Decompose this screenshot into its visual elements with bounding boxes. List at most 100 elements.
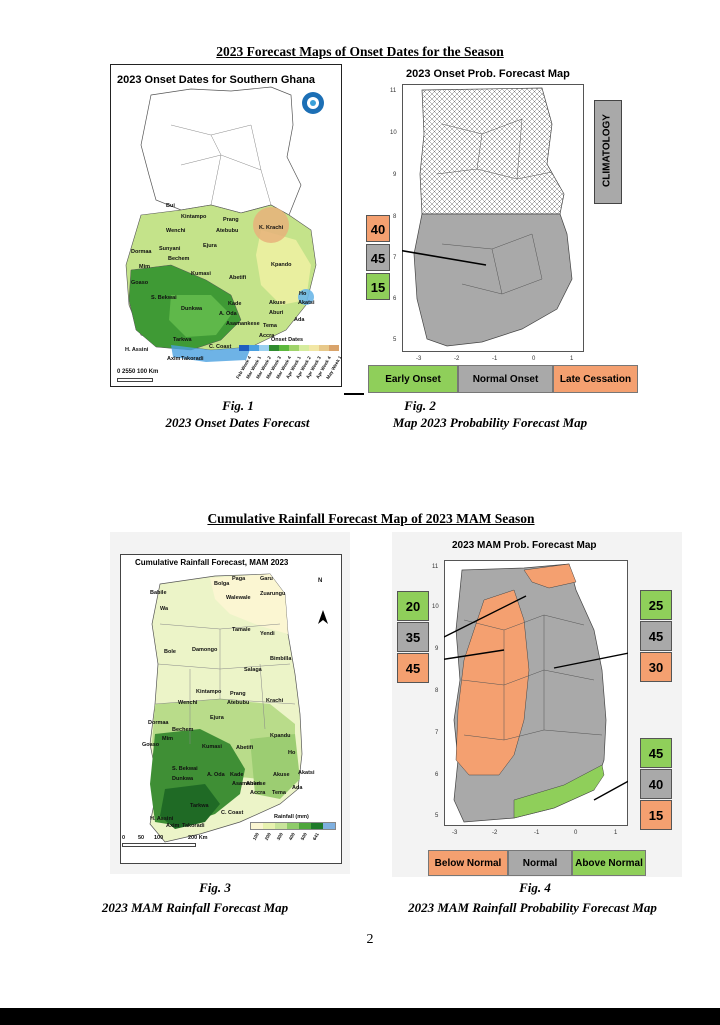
fig4-left-prob-above: 20 (397, 591, 429, 621)
fig2-map-svg (402, 87, 573, 347)
fig1-legend-swatch (319, 345, 329, 351)
fig3-label: Accra (250, 790, 266, 796)
fig2-legend-late: Late Cessation (553, 365, 638, 393)
fig4-coast-green (513, 764, 605, 819)
fig3-map-svg (149, 573, 328, 843)
fig1-legend-swatch (309, 345, 319, 351)
fig2-ytick: 10 (390, 130, 397, 136)
fig1-label: Kintampo (181, 214, 207, 220)
fig3-legend-swatch (323, 823, 335, 829)
fig4-ytick: 7 (435, 730, 439, 736)
fig3-label: Akuse (273, 772, 290, 778)
fig3-darkest (160, 784, 220, 829)
fig1-label: Ada (294, 317, 305, 323)
fig3-label: S. Bekwai (172, 766, 198, 772)
fig3-label: Bimbilla (270, 656, 292, 662)
fig3-north-arrow (318, 610, 328, 624)
fig1-label: Dunkwa (181, 306, 203, 312)
fig1-label: Asamankese (226, 321, 260, 327)
fig1-label: H. Assini (125, 347, 149, 353)
fig1-legend-labels: Feb Week 4 Mar Week 1 Mar Week 2 Mar Wee… (229, 353, 343, 385)
fig1-legend-swatch (279, 345, 289, 351)
fig3-label: Bole (164, 649, 176, 655)
fig3-label: Ejura (210, 715, 224, 721)
fig3-caption: 2023 MAM Rainfall Forecast Map (101, 900, 289, 915)
fig1-label: Atebubu (216, 228, 239, 234)
section1-heading: 2023 Forecast Maps of Onset Dates for th… (216, 44, 504, 59)
fig1-legend-swatch (249, 345, 259, 351)
fig4-caption: 2023 MAM Rainfall Probability Forecast M… (408, 900, 657, 915)
fig3-label: Zuarungu (260, 591, 286, 597)
fig3-label: Aburi (246, 781, 261, 787)
fig2-south-region (413, 213, 573, 347)
fig1-legend-swatch (329, 345, 339, 351)
fig1-ho-marker (298, 289, 314, 305)
fig3-label: Bechem (172, 727, 194, 733)
fig1-label: Ho (299, 291, 307, 297)
fig3-label: Dormaa (148, 720, 169, 726)
fig1-label: Takoradi (181, 356, 204, 362)
fig2-title: 2023 Onset Prob. Forecast Map (406, 68, 570, 80)
fig4-northeast-orange (523, 563, 577, 589)
fig1-north-districts (170, 124, 272, 206)
fig3-label: Yendi (260, 631, 275, 637)
fig1-legend-swatch (289, 345, 299, 351)
fig4-rightbottom-prob-above: 45 (640, 738, 672, 768)
fig4-legend-below: Below Normal (428, 850, 508, 876)
fig4-xtick: -2 (492, 830, 498, 836)
fig3-label: A. Oda (207, 772, 225, 778)
fig4-map-svg (444, 563, 628, 823)
fig2-climatology-label: CLIMATOLOGY (601, 114, 613, 187)
fig4-pointer-right-bottom (593, 780, 628, 801)
fig2-ytick: 6 (393, 296, 397, 302)
fig1-label: Ejura (203, 243, 217, 249)
fig1-label: Kumasi (191, 271, 211, 277)
fig3-label: Kumasi (202, 744, 222, 750)
fig1-label: A. Oda (219, 311, 237, 317)
fig1-map-panel: 2023 Onset Dates for Southern Ghana Bui … (110, 64, 343, 387)
fig1-scale-bar (117, 378, 153, 382)
fig3-east-green (250, 734, 300, 799)
fig3-scale-tick: 200 Km (188, 835, 208, 841)
fig4-pointer-right-top (553, 652, 628, 669)
fig3-label: Abetifi (236, 745, 254, 751)
fig4-xtick: -1 (534, 830, 540, 836)
fig1-title: 2023 Onset Dates for Southern Ghana (117, 74, 316, 86)
fig2-xtick: 0 (532, 356, 536, 362)
fig3-label: Babile (150, 590, 167, 596)
fig1-legend-swatch (299, 345, 309, 351)
fig4-ytick: 11 (432, 564, 439, 570)
fig1-legend-bar (239, 345, 339, 351)
fig2-ytick: 7 (393, 255, 397, 261)
fig3-label: Prang (230, 691, 246, 697)
fig1-label: K. Krachi (259, 225, 284, 231)
fig3-label: Wenchi (178, 700, 198, 706)
fig3-map-panel: Cumulative Rainfall Forecast, MAM 2023 N… (110, 532, 350, 874)
fig2-xtick: 1 (570, 356, 574, 362)
fig1-label: Tema (263, 323, 277, 329)
fig3-label: Dunkwa (172, 776, 194, 782)
fig3-label: Kintampo (196, 689, 222, 695)
fig3-label: Damongo (192, 647, 218, 653)
fig3-label: Goaso (142, 742, 160, 748)
fig1-label: S. Bekwai (151, 295, 177, 301)
fig3-label: Atebubu (227, 700, 250, 706)
fig2-climatology-box: CLIMATOLOGY (594, 100, 622, 204)
fig3-label: Asamankese (232, 781, 266, 787)
fig3-label: H. Assini (150, 816, 174, 822)
fig2-legend-early: Early Onset (368, 365, 458, 393)
fig2-ytick: 11 (390, 88, 397, 94)
fig3-label: Tamale (232, 627, 251, 633)
fig3-label: Ho (288, 750, 296, 756)
fig1-label: Dormaa (131, 249, 152, 255)
fig4-rightbottom-prob-normal: 40 (640, 769, 672, 799)
fig3-label: Takoradi (182, 823, 205, 829)
fig1-label: Kade (228, 301, 242, 307)
fig1-legend-title: Onset Dates (271, 337, 304, 343)
fig4-legend-above: Above Normal (572, 850, 646, 876)
separator-dash (344, 393, 364, 395)
fig3-scale-tick: 0 (122, 835, 126, 841)
fig2-north-region (419, 87, 565, 215)
fig3-north-label: N (318, 578, 323, 584)
fig4-map-panel: 2023 MAM Prob. Forecast Map 11 10 9 8 7 … (392, 532, 682, 877)
